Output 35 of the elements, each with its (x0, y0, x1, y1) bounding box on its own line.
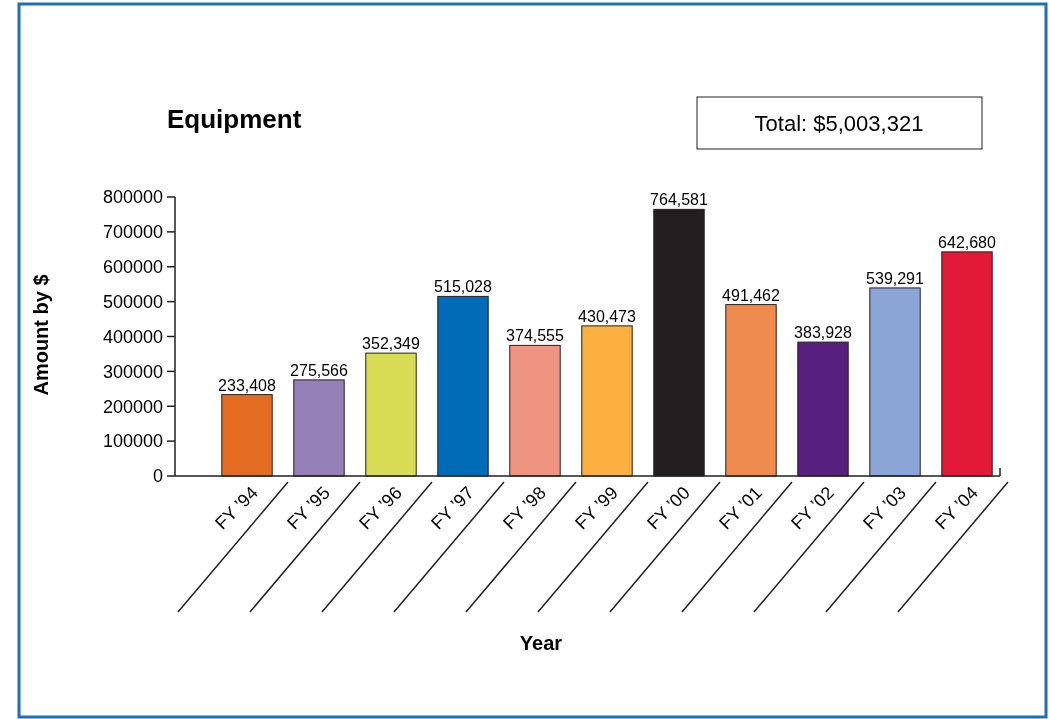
x-tick-label: FY ’98 (499, 482, 550, 534)
data-label: 515,028 (434, 278, 493, 296)
data-label: 491,462 (722, 286, 781, 304)
x-tick-label: FY ’95 (283, 482, 334, 534)
x-tick-label: FY ’02 (787, 482, 838, 534)
x-tick-label: FY ’04 (931, 482, 982, 534)
y-tick-label: 200000 (102, 396, 163, 417)
data-label: 764,581 (650, 191, 709, 209)
data-label: 539,291 (866, 269, 925, 287)
data-label: 430,473 (578, 307, 637, 325)
x-axis-title: Year (519, 632, 563, 654)
x-tick-label: FY ’01 (715, 482, 766, 534)
data-label: 374,555 (506, 327, 565, 345)
x-tick-label: FY ’03 (859, 482, 910, 534)
x-tick-label: FY ’94 (211, 482, 262, 534)
y-tick-label: 400000 (102, 326, 163, 347)
y-tick-label: 800000 (102, 187, 163, 208)
x-tick-label: FY ’99 (571, 482, 622, 534)
data-label: 642,680 (938, 233, 997, 251)
y-tick-label: 0 (152, 466, 163, 487)
x-tick-label: FY ’97 (427, 482, 478, 534)
data-label: 275,566 (290, 361, 349, 379)
text: Total: $5,003,321 (754, 111, 924, 136)
y-tick-label: 700000 (102, 222, 163, 243)
y-tick-label: 100000 (102, 431, 163, 452)
x-tick-label: FY ’00 (643, 482, 694, 534)
data-label: 352,349 (362, 335, 421, 353)
y-axis-title: Amount by $ (30, 274, 52, 396)
x-tick-label: FY ’96 (355, 482, 406, 534)
y-tick-label: 500000 (102, 291, 163, 312)
y-tick-label: 300000 (102, 361, 163, 382)
chart-title: Equipment (167, 104, 302, 134)
y-tick-label: 600000 (102, 257, 163, 278)
data-label: 233,408 (218, 376, 277, 394)
data-label: 383,928 (794, 324, 853, 342)
